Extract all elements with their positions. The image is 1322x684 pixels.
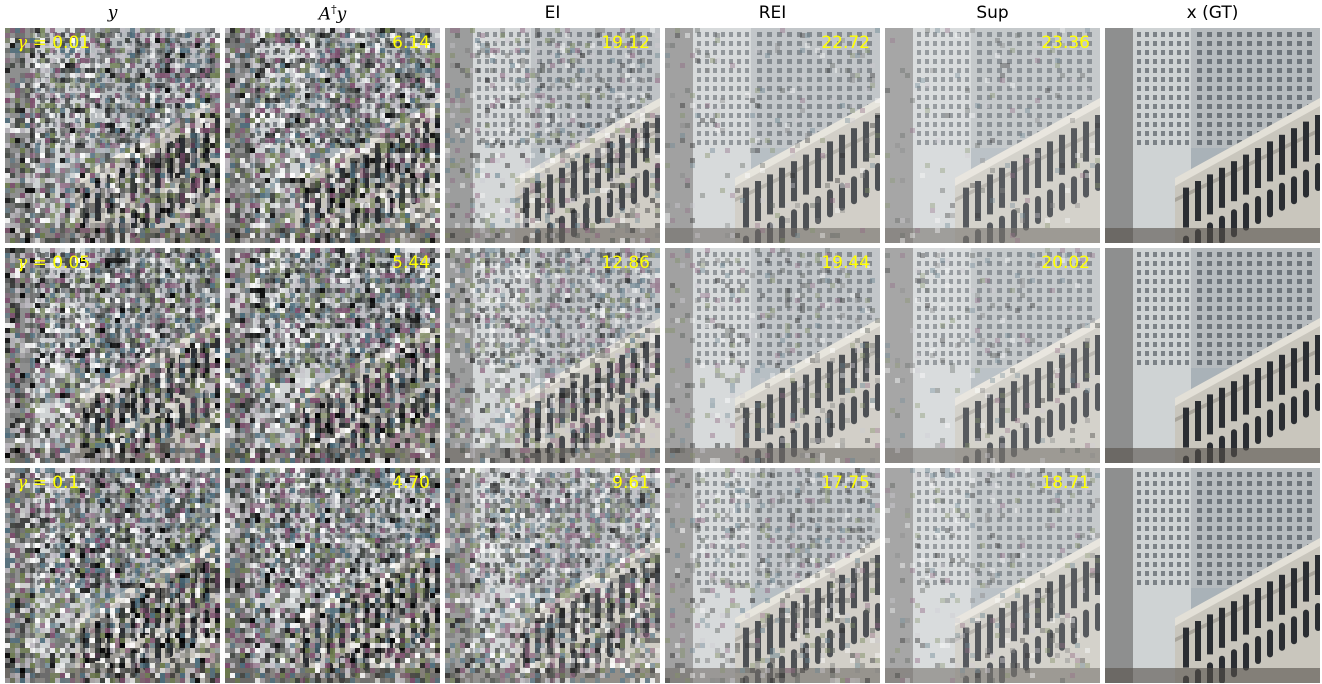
building-facade-image — [665, 468, 880, 683]
image-tile-r1-c5: 23.36 — [885, 28, 1100, 243]
gamma-label: γ = 0.1 — [17, 473, 79, 493]
image-tile-r3-c5: 18.71 — [885, 468, 1100, 683]
psnr-value: 9.61 — [612, 473, 650, 493]
psnr-value: 5.44 — [392, 253, 430, 273]
image-tile-r3-c3: 9.61 — [445, 468, 660, 683]
image-tile-r2-c6 — [1105, 248, 1320, 463]
building-facade-image — [1105, 28, 1320, 243]
column-title-sup: Sup — [976, 3, 1009, 23]
image-tile-r3-c6 — [1105, 468, 1320, 683]
building-facade-image — [5, 468, 220, 683]
column-title-ground-truth: x (GT) — [1186, 3, 1239, 23]
building-facade-image — [5, 28, 220, 243]
image-tile-r1-c2: 6.14 — [225, 28, 440, 243]
psnr-value: 12.86 — [601, 253, 650, 273]
image-tile-r1-c3: 19.12 — [445, 28, 660, 243]
column-title-y: y — [107, 3, 118, 23]
psnr-value: 20.02 — [1041, 253, 1090, 273]
building-facade-image — [885, 248, 1100, 463]
image-tile-r1-c1: γ = 0.01 — [5, 28, 220, 243]
gamma-label: γ = 0.01 — [17, 33, 90, 53]
building-facade-image — [225, 468, 440, 683]
building-facade-image — [885, 28, 1100, 243]
psnr-value: 17.75 — [821, 473, 870, 493]
building-facade-image — [225, 28, 440, 243]
image-tile-r1-c6 — [1105, 28, 1320, 243]
psnr-value: 19.12 — [601, 33, 650, 53]
image-tile-r3-c1: γ = 0.1 — [5, 468, 220, 683]
gamma-value: = 0.01 — [27, 33, 91, 53]
building-facade-image — [445, 468, 660, 683]
image-tile-r2-c2: 5.44 — [225, 248, 440, 463]
image-tile-r1-c4: 22.72 — [665, 28, 880, 243]
building-facade-image — [1105, 468, 1320, 683]
column-title-pseudoinverse: A†y — [318, 3, 347, 25]
building-facade-image — [1105, 248, 1320, 463]
building-facade-image — [445, 28, 660, 243]
gamma-symbol: γ — [17, 253, 28, 273]
building-facade-image — [665, 28, 880, 243]
building-facade-image — [665, 248, 880, 463]
psnr-value: 19.44 — [821, 253, 870, 273]
building-facade-image — [445, 248, 660, 463]
column-title-rei: REI — [758, 3, 787, 23]
gamma-symbol: γ — [17, 33, 28, 53]
image-tile-r2-c3: 12.86 — [445, 248, 660, 463]
gamma-value: = 0.05 — [27, 253, 91, 273]
image-tile-r2-c1: γ = 0.05 — [5, 248, 220, 463]
image-tile-r3-c4: 17.75 — [665, 468, 880, 683]
column-title-ei: EI — [544, 3, 561, 23]
gamma-symbol: γ — [17, 473, 28, 493]
building-facade-image — [225, 248, 440, 463]
psnr-value: 4.70 — [392, 473, 430, 493]
gamma-value: = 0.1 — [27, 473, 80, 493]
psnr-value: 18.71 — [1041, 473, 1090, 493]
image-tile-r3-c2: 4.70 — [225, 468, 440, 683]
building-facade-image — [5, 248, 220, 463]
gamma-label: γ = 0.05 — [17, 253, 90, 273]
psnr-value: 23.36 — [1041, 33, 1090, 53]
image-tile-r2-c5: 20.02 — [885, 248, 1100, 463]
psnr-value: 6.14 — [392, 33, 430, 53]
building-facade-image — [885, 468, 1100, 683]
psnr-value: 22.72 — [821, 33, 870, 53]
column-header-row: y A†y EI REI Sup x (GT) — [0, 0, 1322, 28]
image-tile-r2-c4: 19.44 — [665, 248, 880, 463]
